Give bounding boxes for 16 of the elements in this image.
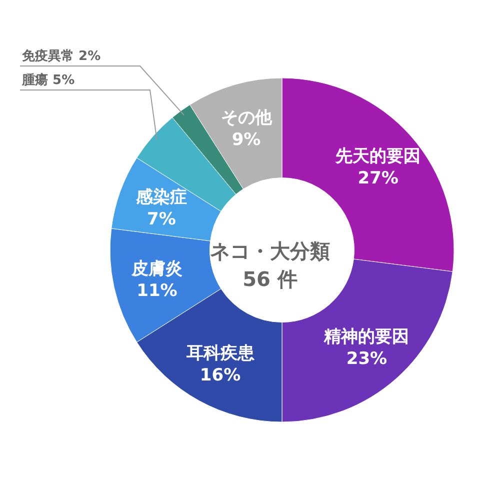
text: 56 件 [242,267,298,291]
slice-label: 感染症 [134,188,187,208]
data-label: 16% [200,365,241,386]
slice-label: 精神的要因 [323,327,410,348]
data-label: 9% [232,130,261,150]
slice-label: 腫瘍 5% [21,72,75,88]
slice-label: 先天的要因 [334,146,421,166]
data-label: 7% [147,210,176,230]
text: ネコ・大分類 [210,239,330,263]
slice-label: その他 [220,108,273,128]
slice-label: 免疫異常 2% [21,48,101,64]
data-label: 23% [346,349,388,370]
data-label: 11% [136,280,178,301]
slice-label: 皮膚炎 [130,258,182,279]
data-label: 27% [358,168,398,188]
slice-label: 耳科疾患 [185,343,256,364]
